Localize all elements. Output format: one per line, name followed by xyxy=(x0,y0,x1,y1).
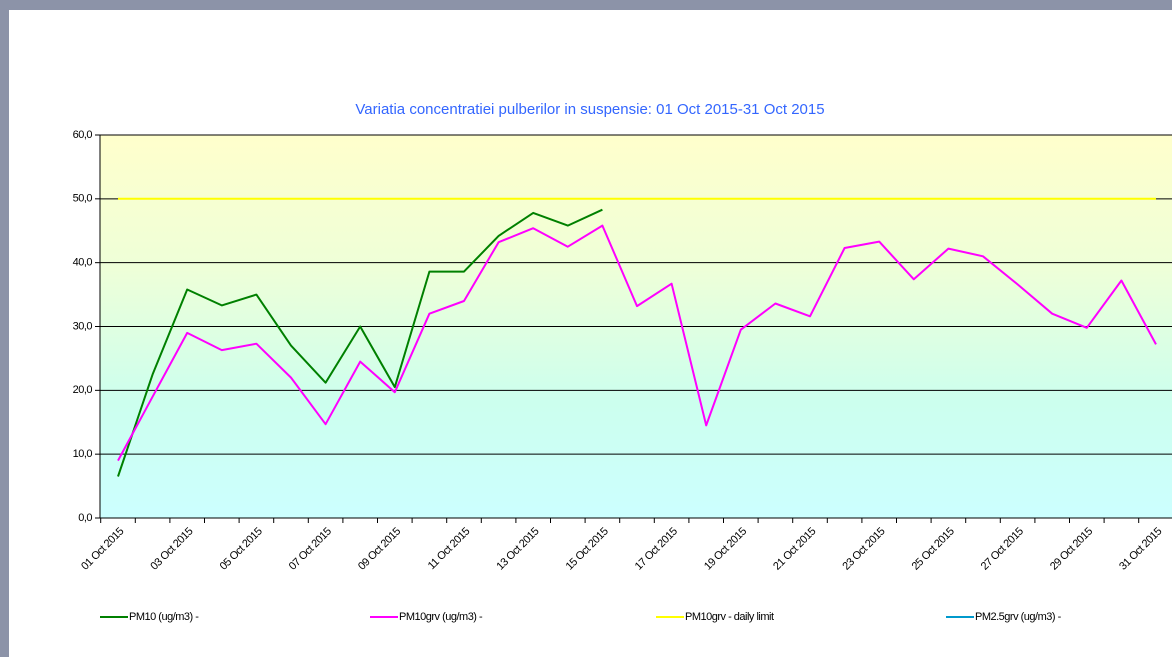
x-tick-label: 23 Oct 2015 xyxy=(840,525,887,572)
x-tick-label: 29 Oct 2015 xyxy=(1048,525,1095,572)
frame-top xyxy=(0,0,1172,10)
x-tick-label: 09 Oct 2015 xyxy=(356,525,403,572)
chart-title: Variatia concentratiei pulberilor in sus… xyxy=(355,101,824,118)
legend-label: PM10grv - daily limit xyxy=(685,611,774,623)
x-tick-label: 31 Oct 2015 xyxy=(1117,525,1164,572)
x-tick-label: 13 Oct 2015 xyxy=(494,525,541,572)
y-tick-label: 20,0 xyxy=(73,384,93,396)
legend-label: PM10grv (ug/m3) - xyxy=(399,611,483,623)
y-tick-label: 10,0 xyxy=(73,448,93,460)
y-tick-label: 0,0 xyxy=(78,512,92,524)
x-tick-label: 17 Oct 2015 xyxy=(633,525,680,572)
x-tick-label: 25 Oct 2015 xyxy=(910,525,957,572)
y-tick-label: 50,0 xyxy=(73,193,93,205)
x-tick-label: 01 Oct 2015 xyxy=(79,525,126,572)
y-tick-label: 40,0 xyxy=(73,257,93,269)
series-line xyxy=(117,208,603,477)
y-tick-label: 60,0 xyxy=(73,129,93,141)
x-tick-label: 03 Oct 2015 xyxy=(148,525,195,572)
x-tick-label: 27 Oct 2015 xyxy=(979,525,1026,572)
x-tick-label: 21 Oct 2015 xyxy=(771,525,818,572)
x-tick-label: 15 Oct 2015 xyxy=(564,525,611,572)
legend-label: PM2.5grv (ug/m3) - xyxy=(975,611,1062,623)
x-tick-label: 05 Oct 2015 xyxy=(218,525,265,572)
y-tick-label: 30,0 xyxy=(73,320,93,332)
x-tick-label: 11 Oct 2015 xyxy=(426,525,473,572)
legend-label: PM10 (ug/m3) - xyxy=(129,611,199,623)
frame-left xyxy=(0,0,9,657)
x-tick-label: 07 Oct 2015 xyxy=(287,525,334,572)
series-line xyxy=(117,224,1157,462)
x-tick-label: 19 Oct 2015 xyxy=(702,525,749,572)
